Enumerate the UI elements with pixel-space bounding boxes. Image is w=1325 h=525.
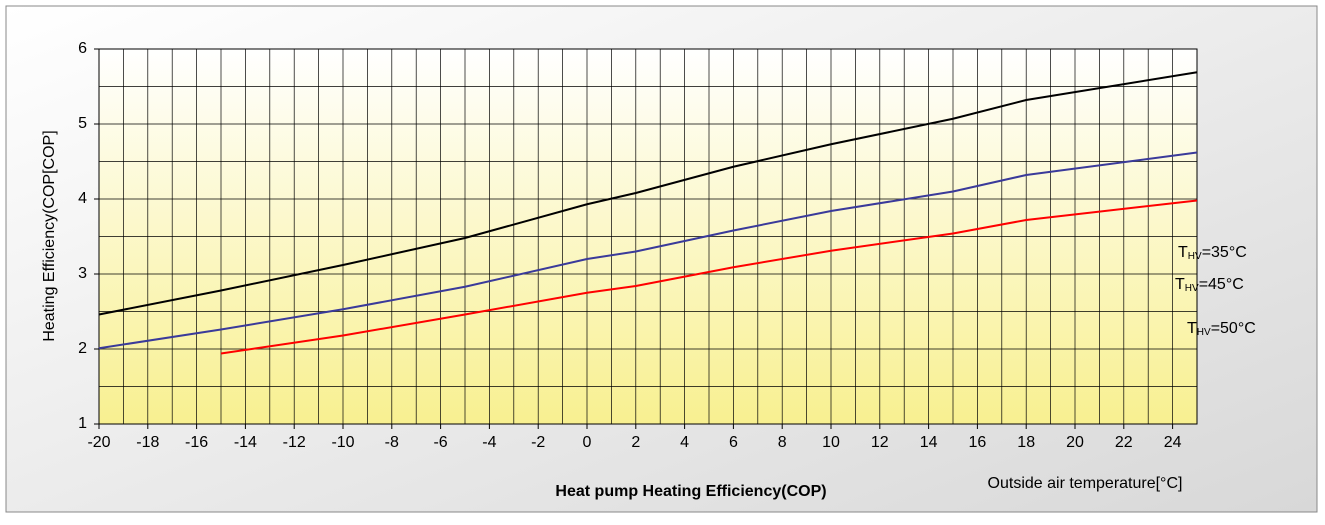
y-tick-label: 5 bbox=[78, 115, 87, 132]
x-tick-label: 24 bbox=[1164, 434, 1182, 451]
series-label-rest: =45°C bbox=[1199, 276, 1244, 293]
series-label-main: T bbox=[1178, 244, 1188, 261]
x-tick-label: 22 bbox=[1115, 434, 1133, 451]
x-tick-label: 0 bbox=[583, 434, 592, 451]
x-tick-label: -2 bbox=[531, 434, 545, 451]
x-tick-label: -6 bbox=[433, 434, 447, 451]
x-tick-label: 8 bbox=[778, 434, 787, 451]
series-label-sub: HV bbox=[1185, 283, 1199, 294]
x-tick-label: 2 bbox=[631, 434, 640, 451]
x-tick-label: -18 bbox=[136, 434, 159, 451]
x-tick-label: 4 bbox=[680, 434, 689, 451]
series-label: THV=50°C bbox=[1187, 320, 1256, 337]
series-label-sub: HV bbox=[1188, 251, 1202, 262]
x-tick-label: -16 bbox=[185, 434, 208, 451]
series-line bbox=[98, 71, 1198, 316]
series-label-rest: =35°C bbox=[1202, 244, 1247, 261]
x-axis-label: Heat pump Heating Efficiency(COP) bbox=[555, 483, 826, 500]
x-unit-label: Outside air temperature[°C] bbox=[988, 475, 1183, 492]
x-tick-label: -20 bbox=[87, 434, 110, 451]
series-label-main: T bbox=[1175, 276, 1185, 293]
x-tick-label: -8 bbox=[385, 434, 399, 451]
x-tick-label: 10 bbox=[822, 434, 840, 451]
x-tick-label: 12 bbox=[871, 434, 889, 451]
y-tick-label: 4 bbox=[78, 190, 87, 207]
series-label-main: T bbox=[1187, 320, 1197, 337]
x-tick-label: 18 bbox=[1017, 434, 1035, 451]
plot-border bbox=[98, 48, 1198, 425]
series-label: THV=45°C bbox=[1175, 276, 1244, 293]
y-tick-label: 1 bbox=[78, 415, 87, 432]
x-tick-label: -14 bbox=[234, 434, 257, 451]
x-tick-label: 6 bbox=[729, 434, 738, 451]
y-tick-label: 3 bbox=[78, 265, 87, 282]
series-label-rest: =50°C bbox=[1211, 320, 1256, 337]
x-tick-label: 20 bbox=[1066, 434, 1084, 451]
series-label-sub: HV bbox=[1197, 327, 1211, 338]
x-tick-label: -4 bbox=[482, 434, 496, 451]
y-axis-label: Heating Efficiency(COP[COP] bbox=[41, 130, 58, 341]
series-label: THV=35°C bbox=[1178, 244, 1247, 261]
y-tick-label: 6 bbox=[78, 40, 87, 57]
y-tick-label: 2 bbox=[78, 340, 87, 357]
x-tick-label: -10 bbox=[331, 434, 354, 451]
series-line bbox=[220, 199, 1198, 355]
x-tick-label: -12 bbox=[283, 434, 306, 451]
x-tick-label: 14 bbox=[920, 434, 938, 451]
x-tick-label: 16 bbox=[969, 434, 987, 451]
series-line bbox=[98, 151, 1198, 350]
